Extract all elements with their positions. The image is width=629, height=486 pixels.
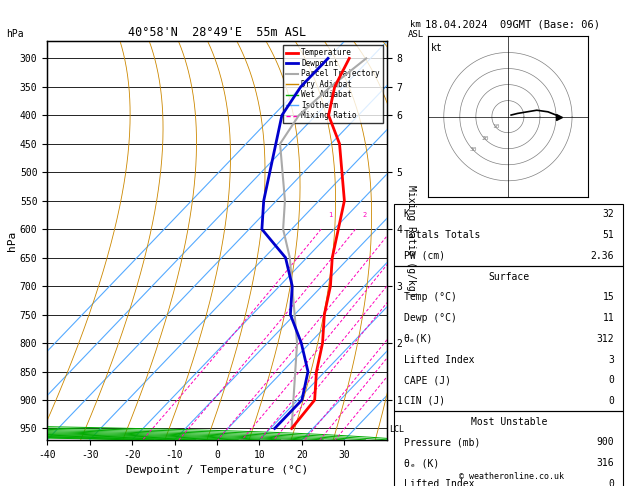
- Text: θₑ(K): θₑ(K): [404, 334, 433, 344]
- Text: 15: 15: [603, 293, 614, 302]
- Text: K: K: [404, 209, 409, 220]
- Text: Dewp (°C): Dewp (°C): [404, 313, 457, 323]
- Text: Surface: Surface: [488, 272, 530, 282]
- Text: 18.04.2024  09GMT (Base: 06): 18.04.2024 09GMT (Base: 06): [425, 19, 600, 30]
- Text: 316: 316: [596, 458, 614, 468]
- Text: km
ASL: km ASL: [408, 20, 424, 39]
- Text: Totals Totals: Totals Totals: [404, 230, 480, 240]
- Text: 51: 51: [603, 230, 614, 240]
- Text: θₑ (K): θₑ (K): [404, 458, 439, 468]
- Text: Pressure (mb): Pressure (mb): [404, 437, 480, 448]
- Text: Most Unstable: Most Unstable: [470, 417, 547, 427]
- Text: LCL: LCL: [389, 425, 404, 434]
- Text: hPa: hPa: [6, 29, 24, 39]
- Text: 32: 32: [603, 209, 614, 220]
- X-axis label: Dewpoint / Temperature (°C): Dewpoint / Temperature (°C): [126, 465, 308, 475]
- Text: Temp (°C): Temp (°C): [404, 293, 457, 302]
- Text: Lifted Index: Lifted Index: [404, 479, 474, 486]
- Text: 2: 2: [362, 212, 367, 218]
- Text: 0: 0: [608, 396, 614, 406]
- Text: 20: 20: [481, 136, 489, 141]
- Text: 30: 30: [469, 147, 477, 152]
- Title: 40°58'N  28°49'E  55m ASL: 40°58'N 28°49'E 55m ASL: [128, 26, 306, 39]
- Text: Lifted Index: Lifted Index: [404, 355, 474, 364]
- Y-axis label: hPa: hPa: [7, 230, 17, 251]
- Text: kt: kt: [431, 43, 443, 53]
- Text: PW (cm): PW (cm): [404, 251, 445, 261]
- Text: 0: 0: [608, 479, 614, 486]
- Text: 900: 900: [596, 437, 614, 448]
- Text: 312: 312: [596, 334, 614, 344]
- Text: CIN (J): CIN (J): [404, 396, 445, 406]
- Text: © weatheronline.co.uk: © weatheronline.co.uk: [459, 472, 564, 481]
- Text: 10: 10: [493, 124, 500, 129]
- Bar: [394, 204, 623, 266]
- Bar: [394, 411, 623, 486]
- Legend: Temperature, Dewpoint, Parcel Trajectory, Dry Adiabat, Wet Adiabat, Isotherm, Mi: Temperature, Dewpoint, Parcel Trajectory…: [283, 45, 383, 123]
- Text: 1: 1: [328, 212, 333, 218]
- Text: 11: 11: [603, 313, 614, 323]
- Text: CAPE (J): CAPE (J): [404, 375, 450, 385]
- Y-axis label: Mixing Ratio (g/kg): Mixing Ratio (g/kg): [406, 185, 416, 296]
- Text: 2.36: 2.36: [591, 251, 614, 261]
- Bar: [394, 266, 623, 411]
- Text: 0: 0: [608, 375, 614, 385]
- Text: 3: 3: [608, 355, 614, 364]
